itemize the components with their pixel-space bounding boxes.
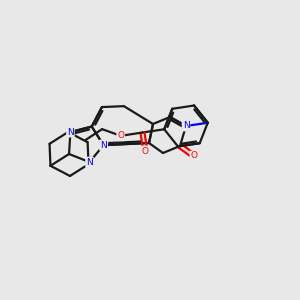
Text: N: N xyxy=(67,128,74,136)
Text: N: N xyxy=(86,158,93,166)
Text: O: O xyxy=(142,146,149,155)
Text: N: N xyxy=(100,141,107,150)
Text: N: N xyxy=(100,141,107,150)
Text: O: O xyxy=(117,131,124,140)
Text: N: N xyxy=(183,122,189,130)
Text: O: O xyxy=(190,152,197,160)
